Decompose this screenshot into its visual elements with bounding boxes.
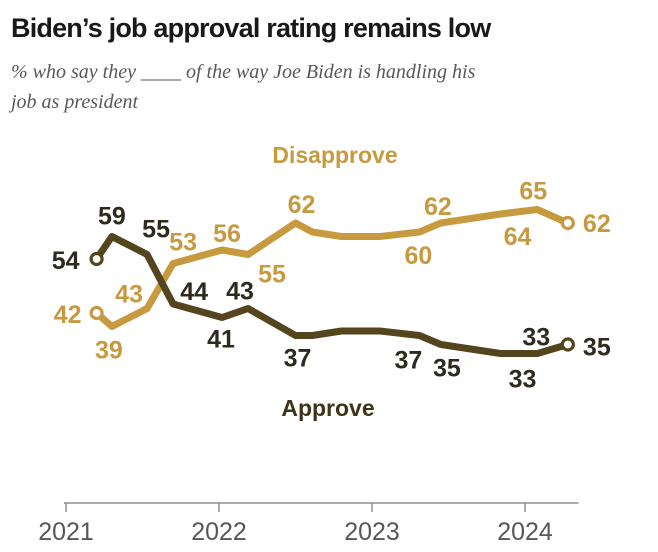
x-axis-year-label: 2021 bbox=[38, 518, 94, 546]
approve-value-label: 35 bbox=[433, 355, 461, 383]
approve-value-label: 35 bbox=[583, 334, 611, 362]
disapprove-endpoint-marker bbox=[560, 215, 575, 231]
chart-subtitle: % who say they ____ of the way Joe Biden… bbox=[11, 57, 642, 118]
approve-endpoint-marker bbox=[560, 337, 575, 352]
disapprove-line bbox=[93, 206, 572, 330]
approve-value-label: 37 bbox=[284, 345, 312, 373]
approve-value-label: 54 bbox=[52, 247, 80, 275]
subtitle-line1: % who say they ____ of the way Joe Biden… bbox=[11, 61, 476, 84]
subtitle-line2: job as president bbox=[11, 91, 139, 114]
disapprove-value-label: 62 bbox=[424, 193, 452, 221]
disapprove-value-label: 42 bbox=[54, 301, 82, 329]
disapprove-value-label: 60 bbox=[405, 242, 433, 270]
disapprove-value-label: 62 bbox=[583, 210, 611, 238]
approve-value-label: 33 bbox=[509, 366, 537, 394]
x-axis-year-label: 2022 bbox=[191, 518, 247, 546]
approve-value-label: 55 bbox=[142, 216, 170, 244]
disapprove-endpoint-marker bbox=[89, 305, 104, 321]
disapprove-value-label: 62 bbox=[288, 191, 316, 219]
x-axis-year-label: 2024 bbox=[497, 518, 553, 546]
disapprove-series-label: Disapprove bbox=[272, 142, 397, 168]
disapprove-value-label: 56 bbox=[213, 220, 241, 248]
chart-header: Biden’s job approval rating remains low … bbox=[11, 13, 642, 118]
approve-value-label: 44 bbox=[180, 278, 208, 306]
approve-value-label: 59 bbox=[98, 203, 126, 231]
x-axis-year-label: 2023 bbox=[344, 518, 400, 546]
disapprove-value-label: 43 bbox=[115, 281, 143, 309]
page-title: Biden’s job approval rating remains low bbox=[11, 13, 491, 43]
disapprove-value-label: 55 bbox=[258, 261, 286, 289]
approve-value-label: 37 bbox=[395, 347, 423, 375]
approve-value-label: 43 bbox=[226, 278, 254, 306]
approve-endpoint-marker bbox=[89, 251, 104, 267]
approve-line bbox=[93, 233, 572, 357]
approve-value-label: 41 bbox=[207, 326, 235, 354]
approve-value-label: 33 bbox=[522, 324, 550, 352]
disapprove-value-label: 65 bbox=[519, 178, 547, 206]
disapprove-value-label: 39 bbox=[95, 337, 123, 365]
disapprove-value-label: 53 bbox=[169, 229, 197, 257]
disapprove-value-label: 64 bbox=[504, 223, 532, 251]
approve-series-label: Approve bbox=[281, 395, 374, 421]
